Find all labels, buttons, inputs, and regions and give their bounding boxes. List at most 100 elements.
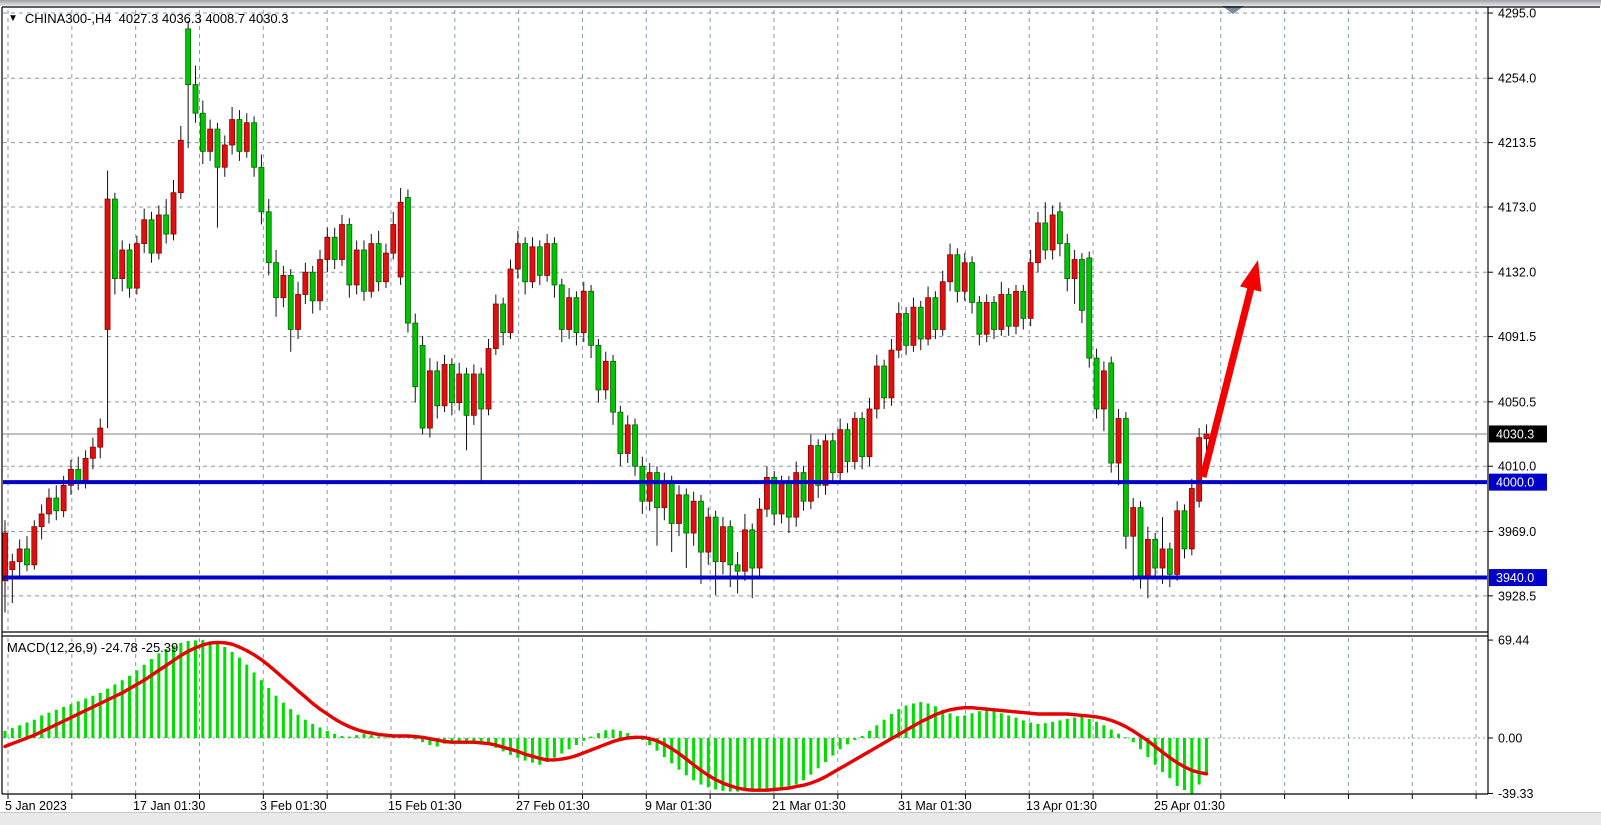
macd-bar: [179, 642, 183, 738]
candle-body: [881, 365, 888, 399]
macd-bar: [787, 738, 791, 788]
candle-body: [595, 344, 602, 391]
candle-body: [815, 445, 822, 486]
macd-bar: [296, 714, 300, 738]
chart-title[interactable]: ▼ CHINA300-,H4 4027.3 4036.3 4008.7 4030…: [8, 11, 289, 26]
macd-bar: [838, 738, 842, 750]
macd-bar: [1051, 721, 1055, 738]
candle-body: [807, 445, 814, 502]
macd-bar: [487, 738, 491, 746]
macd-bar: [230, 651, 234, 738]
macd-axis-label: 0.00: [1498, 732, 1522, 746]
macd-bar: [955, 716, 959, 738]
candle-body: [1144, 538, 1151, 578]
price-axis-label: 3969.0: [1498, 525, 1536, 539]
macd-bar: [743, 738, 747, 791]
macd-bar: [1043, 723, 1047, 738]
macd-bar: [435, 738, 439, 747]
candle-body: [346, 224, 353, 286]
candle-body: [1181, 510, 1188, 550]
candle-body: [251, 122, 257, 168]
macd-bar: [1161, 738, 1165, 772]
candle-body: [1035, 222, 1041, 264]
macd-bar: [164, 649, 168, 738]
macd-bar: [1124, 737, 1128, 739]
macd-bar: [465, 738, 469, 743]
price-axis-label: 4091.5: [1498, 330, 1536, 344]
bar-position-marker[interactable]: [1222, 6, 1244, 14]
macd-bar: [824, 738, 828, 762]
macd-bar: [560, 738, 564, 754]
candle-body: [309, 271, 316, 302]
price-axis-label: 4050.5: [1498, 395, 1536, 409]
macd-bar: [1007, 715, 1011, 738]
candle-body: [822, 440, 829, 486]
macd-bar: [1029, 722, 1033, 738]
macd-bar: [736, 738, 740, 792]
price-axis-label: 4132.0: [1498, 266, 1536, 280]
macd-bar: [1197, 738, 1201, 785]
candle-body: [1122, 418, 1129, 537]
macd-bar: [772, 738, 776, 789]
macd-bar: [750, 738, 754, 791]
macd-bar: [479, 738, 483, 744]
candle-body: [141, 219, 148, 244]
candle-body: [895, 313, 902, 351]
candle-body: [544, 243, 551, 276]
candle-body: [1064, 243, 1071, 279]
candle-body: [654, 472, 660, 508]
candle-body: [976, 302, 983, 335]
macd-bar: [384, 737, 388, 739]
macd-bar: [47, 712, 51, 738]
macd-bar: [1095, 721, 1099, 738]
level-price-tag-box: [1489, 473, 1547, 491]
macd-bar: [171, 645, 175, 738]
symbol-period-label: CHINA300-,H4: [24, 11, 112, 26]
candle-body: [1159, 548, 1166, 569]
macd-bar: [853, 738, 857, 741]
macd-bar: [670, 738, 674, 764]
time-axis-label: 3 Feb 01:30: [260, 799, 327, 813]
time-axis-label: 13 Apr 01:30: [1026, 799, 1097, 813]
macd-bar: [728, 738, 732, 792]
candle-body: [412, 322, 419, 388]
candle-body: [749, 529, 756, 569]
macd-bar: [237, 657, 241, 738]
macd-bar: [223, 647, 227, 738]
macd-bar: [706, 738, 710, 788]
macd-bar: [267, 687, 271, 738]
macd-bar: [545, 738, 549, 762]
candle-body: [1057, 211, 1063, 244]
candle-body: [683, 494, 690, 534]
price-axis-label: 4295.0: [1498, 7, 1536, 21]
candle-body: [566, 297, 573, 330]
candle-body: [324, 236, 331, 260]
macd-bar: [508, 738, 512, 755]
candle-body: [925, 297, 931, 340]
macd-bar: [684, 738, 688, 776]
candle-body: [551, 243, 558, 286]
trend-arrow-head[interactable]: [1239, 260, 1262, 292]
macd-axis-label: 69.44: [1498, 634, 1529, 648]
candle-body: [126, 249, 133, 289]
macd-bar: [816, 738, 820, 769]
macd-bar: [1080, 716, 1084, 738]
candle-body: [53, 497, 60, 512]
macd-bar: [875, 725, 879, 738]
trend-arrow-shaft[interactable]: [1199, 284, 1256, 478]
time-axis-label: 27 Feb 01:30: [516, 799, 590, 813]
macd-bar: [355, 735, 359, 738]
candle-body: [1049, 214, 1056, 251]
candle-body: [470, 373, 477, 416]
chevron-down-icon[interactable]: ▼: [8, 12, 18, 24]
candle-body: [155, 214, 162, 254]
macd-signal-line: [3, 640, 1209, 792]
macd-bar: [32, 719, 36, 738]
candle-body: [192, 84, 199, 114]
macd-bar: [574, 738, 578, 746]
candle-body: [646, 472, 653, 502]
macd-bar: [530, 738, 534, 763]
price-axis-label: 4213.5: [1498, 136, 1536, 150]
candle-body: [163, 214, 170, 235]
